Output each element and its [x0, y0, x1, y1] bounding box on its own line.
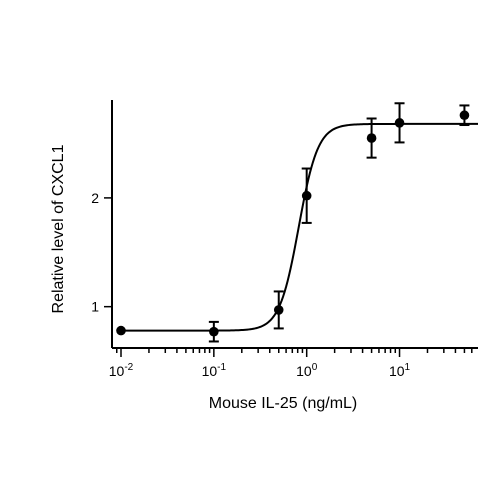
data-points [116, 110, 470, 337]
error-bars [208, 102, 470, 343]
data-point [459, 110, 470, 121]
data-point [394, 118, 405, 128]
x-tick-label: 10-1 [202, 362, 227, 379]
y-tick-label: 1 [91, 299, 99, 315]
data-point [116, 325, 126, 336]
data-point [301, 190, 312, 201]
axes [111, 100, 478, 349]
y-major-ticks: 12 [91, 190, 112, 315]
x-axis-label: Mouse IL-25 (ng/mL) [209, 395, 358, 412]
data-point [209, 326, 219, 337]
fit-curve [121, 122, 478, 332]
x-tick-label: 101 [389, 362, 411, 379]
x-major-ticks: 10-2 10-1 100 101 [109, 348, 411, 379]
x-minor-ticks [115, 348, 473, 353]
y-tick-label: 2 [91, 190, 99, 206]
data-point [273, 305, 284, 315]
y-axis-label: Relative level of CXCL1 [50, 144, 67, 313]
x-tick-label: 100 [296, 362, 318, 379]
x-tick-label: 10-2 [109, 362, 134, 379]
data-point [366, 133, 377, 143]
